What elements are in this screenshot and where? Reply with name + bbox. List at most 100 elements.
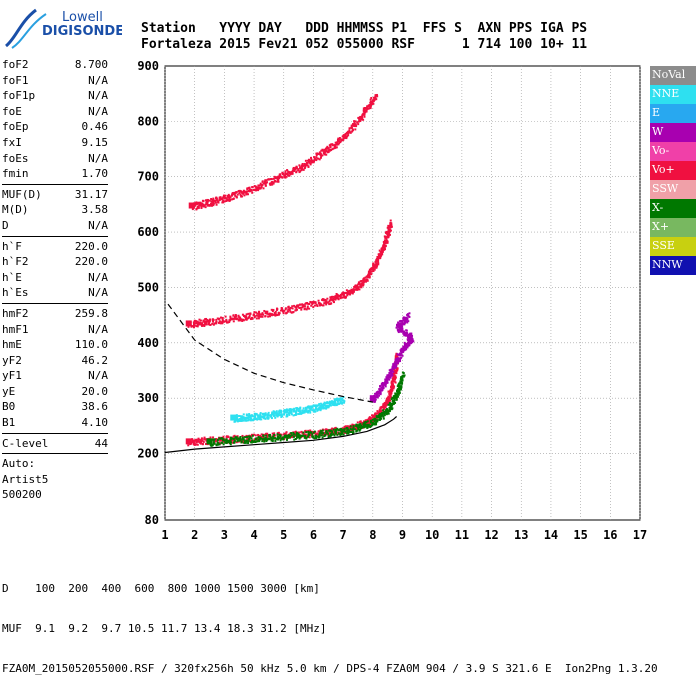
echo-point [255, 311, 258, 314]
echo-point [398, 385, 401, 388]
echo-point [349, 131, 352, 134]
param-separator [2, 453, 108, 455]
echo-point [218, 443, 221, 446]
echo-point [307, 302, 310, 305]
autoscaling-info: 500200 [2, 488, 42, 502]
echo-point [191, 325, 194, 328]
echo-point [232, 197, 235, 200]
echo-point [403, 333, 406, 336]
y-tick-label: 400 [137, 336, 159, 350]
echo-point [212, 439, 215, 442]
echo-point [396, 328, 399, 331]
echo-point [318, 403, 321, 406]
echo-point [304, 409, 307, 412]
echo-point [379, 391, 382, 394]
echo-point [268, 437, 271, 440]
echo-point [291, 307, 294, 310]
echo-point [304, 410, 307, 413]
echo-point [241, 436, 244, 439]
y-tick-label: 300 [137, 391, 159, 405]
echo-point [234, 194, 237, 197]
echo-point [347, 431, 350, 434]
echo-point [370, 270, 373, 273]
echo-point [204, 206, 207, 209]
echo-point [392, 396, 395, 399]
echo-point [312, 404, 315, 407]
echo-point [300, 308, 303, 311]
echo-point [318, 158, 321, 161]
echo-point [364, 111, 367, 114]
polarization-legend: NoVal NNE E W Vo- Vo+ SSW X- X+ SSE NNW [650, 66, 696, 275]
echo-point [262, 187, 265, 190]
echo-point [197, 440, 200, 443]
echo-point [386, 402, 389, 405]
echo-point [382, 248, 385, 251]
echo-point [266, 434, 269, 437]
echo-point [374, 417, 377, 420]
echo-point [386, 374, 389, 377]
y-tick-label: 800 [137, 114, 159, 128]
echo-point [329, 404, 332, 407]
echo-point [244, 191, 247, 194]
echo-point [219, 437, 222, 440]
echo-point [334, 398, 337, 401]
echo-point [221, 316, 224, 319]
echo-point [289, 408, 292, 411]
echo-point [277, 435, 280, 438]
echo-point [335, 146, 338, 149]
echo-point [257, 414, 260, 417]
echo-point [357, 283, 360, 286]
echo-point [378, 249, 381, 252]
echo-point [378, 414, 381, 417]
echo-point [326, 297, 329, 300]
echo-point [370, 267, 373, 270]
param-name: MUF(D) [2, 187, 42, 201]
echo-point [339, 297, 342, 300]
echo-point [354, 424, 357, 427]
echo-point [288, 413, 291, 416]
echo-point [312, 160, 315, 163]
echo-point [242, 191, 245, 194]
echo-point [326, 404, 329, 407]
echo-point [336, 143, 339, 146]
echo-point [317, 436, 320, 439]
echo-point [274, 313, 277, 316]
echo-point [308, 407, 311, 410]
echo-point [240, 419, 243, 422]
echo-point [408, 337, 411, 340]
echo-point [410, 335, 413, 338]
echo-point [303, 308, 306, 311]
echo-point [326, 401, 329, 404]
echo-point [249, 318, 252, 321]
echo-point [377, 414, 380, 417]
echo-point [383, 243, 386, 246]
echo-point [249, 435, 252, 438]
echo-point [316, 408, 319, 411]
echo-point [332, 433, 335, 436]
echo-point [259, 187, 262, 190]
echo-point [282, 410, 285, 413]
echo-point [375, 417, 378, 420]
echo-point [374, 260, 377, 263]
echo-point [208, 199, 211, 202]
param-row: B1 4.10 [2, 415, 108, 431]
echo-point [276, 314, 279, 317]
echo-point [274, 179, 277, 182]
echo-point [303, 162, 306, 165]
echo-point [231, 439, 234, 442]
logo-line2: DIGISONDE [42, 24, 122, 39]
echo-point [377, 260, 380, 263]
echo-point [393, 367, 396, 370]
echo-point [247, 416, 250, 419]
echo-point [379, 255, 382, 258]
echo-point [339, 293, 342, 296]
echo-point [341, 135, 344, 138]
echo-point [203, 324, 206, 327]
echo-point [396, 354, 399, 357]
echo-point [260, 433, 263, 436]
echo-point [301, 303, 304, 306]
param-name: h`F [2, 239, 22, 253]
echo-point [264, 315, 267, 318]
echo-point [397, 357, 400, 360]
echo-point [246, 439, 249, 442]
